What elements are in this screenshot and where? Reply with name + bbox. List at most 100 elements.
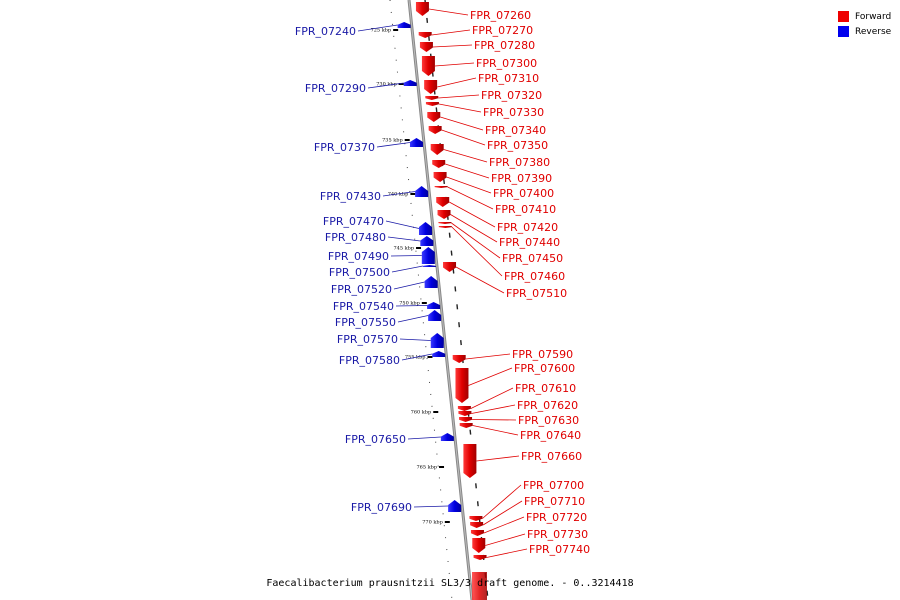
reverse-gene-arrow[interactable] (418, 222, 432, 235)
forward-gene-arrow[interactable] (415, 2, 429, 16)
reverse-gene-arrow[interactable] (397, 22, 411, 28)
forward-gene-label[interactable]: FPR_07400 (493, 187, 554, 200)
reverse-gene-arrow[interactable] (403, 80, 417, 86)
forward-gene-arrow[interactable] (459, 423, 473, 428)
forward-gene-label[interactable]: FPR_07660 (521, 450, 582, 463)
forward-gene-leader (438, 94, 480, 99)
reverse-gene-label[interactable]: FPR_07500 (329, 266, 390, 279)
forward-gene-label[interactable]: FPR_07410 (495, 203, 556, 216)
forward-gene-label[interactable]: FPR_07440 (499, 236, 560, 249)
reverse-gene-label[interactable]: FPR_07490 (328, 250, 389, 263)
forward-gene-arrow[interactable] (458, 411, 472, 416)
forward-gene-label[interactable]: FPR_07450 (502, 252, 563, 265)
forward-gene-arrow[interactable] (419, 42, 433, 52)
forward-gene-arrow[interactable] (438, 226, 452, 228)
forward-gene-label[interactable]: FPR_07620 (517, 399, 578, 412)
reverse-gene-arrow[interactable] (422, 265, 436, 267)
reverse-gene-label[interactable]: FPR_07240 (295, 25, 356, 38)
forward-gene-arrow[interactable] (434, 186, 448, 188)
forward-gene-arrow[interactable] (436, 197, 450, 207)
reverse-gene-arrow[interactable] (420, 236, 434, 246)
forward-gene-leader (437, 77, 477, 88)
forward-gene-arrow[interactable] (455, 368, 469, 403)
forward-gene-label[interactable]: FPR_07310 (478, 72, 539, 85)
forward-gene-arrow[interactable] (432, 160, 446, 168)
reverse-gene-label[interactable]: FPR_07470 (323, 215, 384, 228)
forward-gene-label[interactable]: FPR_07380 (489, 156, 550, 169)
forward-gene-label[interactable]: FPR_07320 (481, 89, 542, 102)
forward-gene-arrow[interactable] (425, 96, 439, 100)
forward-gene-arrow[interactable] (438, 222, 452, 224)
reverse-gene-arrow[interactable] (427, 302, 441, 309)
reverse-gene-label[interactable]: FPR_07430 (320, 190, 381, 203)
reverse-gene-label[interactable]: FPR_07290 (305, 82, 366, 95)
forward-gene-label[interactable]: FPR_07590 (512, 348, 573, 361)
forward-gene-label[interactable]: FPR_07630 (518, 414, 579, 427)
forward-gene-label[interactable]: FPR_07300 (476, 57, 537, 70)
reverse-gene-label[interactable]: FPR_07370 (314, 141, 375, 154)
forward-gene-leader (482, 484, 522, 519)
forward-gene-arrow[interactable] (425, 102, 439, 106)
scale-tick (421, 302, 427, 304)
forward-gene-label[interactable]: FPR_07640 (520, 429, 581, 442)
forward-gene-label[interactable]: FPR_07280 (474, 39, 535, 52)
forward-gene-label[interactable]: FPR_07700 (523, 479, 584, 492)
scale-label: 765 kbp (416, 465, 437, 471)
forward-gene-label[interactable]: FPR_07260 (470, 9, 531, 22)
forward-gene-arrow[interactable] (427, 112, 441, 122)
forward-gene-arrow[interactable] (452, 355, 466, 363)
reverse-gene-arrow[interactable] (440, 433, 454, 441)
forward-gene-label[interactable]: FPR_07330 (483, 106, 544, 119)
forward-gene-arrow[interactable] (428, 126, 442, 134)
forward-gene-arrow[interactable] (472, 572, 487, 600)
forward-gene-arrow[interactable] (470, 530, 484, 536)
forward-gene-arrow[interactable] (418, 32, 432, 38)
forward-gene-label[interactable]: FPR_07390 (491, 172, 552, 185)
forward-gene-label[interactable]: FPR_07350 (487, 139, 548, 152)
forward-gene-leader (431, 29, 471, 36)
forward-gene-arrow[interactable] (469, 516, 483, 521)
forward-gene-label[interactable]: FPR_07510 (506, 287, 567, 300)
forward-gene-label[interactable]: FPR_07740 (529, 543, 590, 556)
forward-gene-label[interactable]: FPR_07730 (527, 528, 588, 541)
forward-gene-arrow[interactable] (472, 538, 486, 553)
scale-label: 735 kbp (382, 138, 403, 144)
forward-gene-leader (432, 44, 473, 48)
forward-gene-label[interactable]: FPR_07610 (515, 382, 576, 395)
reverse-gene-arrow[interactable] (415, 186, 429, 197)
forward-gene-arrow[interactable] (430, 144, 444, 155)
forward-gene-arrow[interactable] (463, 444, 477, 478)
forward-gene-label[interactable]: FPR_07420 (497, 221, 558, 234)
forward-gene-arrow[interactable] (470, 522, 484, 528)
forward-gene-arrow[interactable] (443, 262, 457, 272)
forward-gene-arrow[interactable] (424, 80, 438, 94)
reverse-gene-arrow[interactable] (428, 310, 442, 321)
reverse-gene-label[interactable]: FPR_07650 (345, 433, 406, 446)
forward-gene-arrow[interactable] (433, 172, 447, 182)
reverse-gene-label[interactable]: FPR_07690 (351, 501, 412, 514)
reverse-gene-arrow[interactable] (424, 276, 438, 288)
reverse-gene-label[interactable]: FPR_07480 (325, 231, 386, 244)
reverse-gene-label[interactable]: FPR_07580 (339, 354, 400, 367)
reverse-gene-arrow[interactable] (432, 351, 446, 357)
forward-gene-arrow[interactable] (437, 210, 451, 219)
forward-gene-leader (471, 404, 516, 414)
forward-gene-label[interactable]: FPR_07710 (524, 495, 585, 508)
forward-gene-arrow[interactable] (421, 56, 435, 76)
forward-gene-arrow[interactable] (459, 417, 473, 422)
forward-gene-label[interactable]: FPR_07600 (514, 362, 575, 375)
forward-gene-label[interactable]: FPR_07460 (504, 270, 565, 283)
forward-gene-arrow[interactable] (457, 406, 471, 411)
forward-gene-label[interactable]: FPR_07720 (526, 511, 587, 524)
forward-gene-arrow[interactable] (473, 555, 487, 560)
reverse-gene-arrow[interactable] (409, 138, 423, 147)
reverse-gene-label[interactable]: FPR_07570 (337, 333, 398, 346)
reverse-gene-label[interactable]: FPR_07540 (333, 300, 394, 313)
reverse-gene-arrow[interactable] (448, 500, 462, 512)
reverse-gene-arrow[interactable] (430, 333, 444, 348)
reverse-gene-label[interactable]: FPR_07550 (335, 316, 396, 329)
reverse-gene-label[interactable]: FPR_07520 (331, 283, 392, 296)
reverse-gene-arrow[interactable] (421, 247, 435, 264)
forward-gene-label[interactable]: FPR_07270 (472, 24, 533, 37)
forward-gene-label[interactable]: FPR_07340 (485, 124, 546, 137)
